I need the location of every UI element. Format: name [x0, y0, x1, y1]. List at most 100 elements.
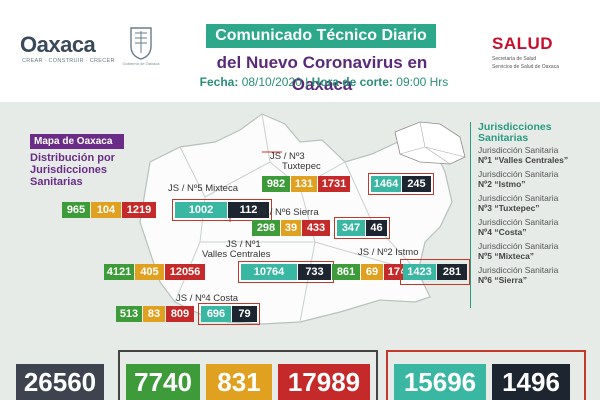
costa-black-value: 79 — [232, 306, 257, 322]
legend-item-4: Jurisdicción Sanitaria Nº4 “Costa” — [478, 217, 596, 237]
total-cases-value: 26560 — [16, 364, 104, 400]
legend-item-6: Jurisdicción Sanitaria Nº6 “Sierra” — [478, 265, 596, 285]
legend-bracket — [470, 122, 474, 308]
mixteca-yellow-value: 104 — [91, 202, 121, 218]
totals-frame-active — [386, 350, 586, 400]
legend-item-6-number: Nº6 — [478, 274, 492, 285]
cutoff-value: 09:00 Hrs — [396, 75, 449, 89]
mixteca-red-value: 1219 — [122, 202, 156, 218]
oaxaca-logo: Oaxaca CREAR · CONSTRUIR · CRECER — [20, 30, 120, 70]
valles-black-value: 733 — [298, 264, 331, 280]
tuxtepec-green-value: 982 — [262, 176, 290, 192]
costa-frame — [198, 303, 260, 325]
costa-green-value: 513 — [116, 306, 142, 322]
valles-red-value: 12056 — [165, 264, 205, 280]
salud-logo: SALUD Secretaría de Salud Servicios de S… — [492, 34, 582, 74]
map-subtitle-line-3: Sanitarias — [30, 176, 83, 188]
valles-green-value: 4121 — [104, 264, 134, 280]
salud-sub-2: Servicios de Salud de Oaxaca — [492, 64, 559, 70]
district-istmo-label: JS / Nº2 Istmo — [358, 247, 419, 258]
map-title: Mapa de Oaxaca — [30, 134, 124, 149]
legend-item-2-prefix: Jurisdicción Sanitaria — [478, 169, 559, 179]
legend-item-6-name: “Sierra” — [494, 274, 527, 285]
tuxtepec-black-value: 245 — [402, 176, 431, 192]
salud-text: SALUD — [492, 34, 554, 53]
salud-sub-1: Secretaría de Salud — [492, 56, 537, 62]
legend-item-3-name: “Tuxtepec” — [494, 202, 540, 213]
valles-teal-value: 10764 — [241, 264, 297, 280]
sierra-green-value: 298 — [252, 220, 280, 236]
district-mixteca-label: JS / Nº5 Mixteca — [168, 183, 238, 194]
sierra-teal-value: 347 — [337, 220, 365, 236]
istmo-teal-value: 1423 — [403, 264, 436, 280]
tuxtepec-teal-value: 1464 — [371, 176, 401, 192]
sierra-frame — [334, 217, 390, 239]
tuxtepec-yellow-value: 131 — [291, 176, 317, 192]
costa-teal-value: 696 — [201, 306, 231, 322]
sierra-yellow-value: 39 — [281, 220, 301, 236]
istmo-black-value: 281 — [437, 264, 467, 280]
legend-item-2-number: Nº2 — [478, 178, 492, 189]
totals-frame-main — [118, 350, 378, 400]
logo-tagline: CREAR · CONSTRUIR · CRECER — [22, 58, 115, 64]
date-label: Fecha: — [199, 75, 239, 89]
legend-item-2-name: “Istmo” — [494, 178, 526, 189]
district-valles-label: JS / Nº1 Valles Centrales — [186, 240, 270, 260]
legend-item-5: Jurisdicción Sanitaria Nº5 “Mixteca” — [478, 241, 596, 261]
logo-text: Oaxaca — [20, 32, 96, 57]
total-yellow-value: 831 — [206, 364, 272, 400]
valles-yellow-value: 405 — [135, 264, 164, 280]
total-teal-value: 15696 — [394, 364, 486, 400]
legend-item-2: Jurisdicción Sanitaria Nº2 “Istmo” — [478, 169, 596, 189]
legend-item-1-prefix: Jurisdicción Sanitaria — [478, 145, 559, 155]
legend-item-6-prefix: Jurisdicción Sanitaria — [478, 265, 559, 275]
district-sierra-label: JS / Nº6 Sierra — [256, 207, 319, 218]
legend-item-5-number: Nº5 — [478, 250, 492, 261]
mixteca-black-value: 112 — [228, 202, 269, 218]
date-separator: | — [305, 75, 309, 89]
header: Oaxaca CREAR · CONSTRUIR · CRECER Gobier… — [0, 0, 600, 100]
map-subtitle: Distribución por Jurisdicciones Sanitari… — [30, 152, 140, 188]
tuxtepec-frame — [368, 173, 434, 195]
district-valles-code: JS / Nº1 — [226, 239, 261, 250]
mixteca-green-value: 965 — [62, 202, 90, 218]
legend-item-4-prefix: Jurisdicción Sanitaria — [478, 217, 559, 227]
legend-item-3-number: Nº3 — [478, 202, 492, 213]
map-panel: Mapa de Oaxaca Distribución por Jurisdic… — [0, 102, 600, 400]
legend-item-1-number: Nº1 — [478, 154, 492, 165]
total-red-value: 17989 — [278, 364, 370, 400]
costa-yellow-value: 83 — [143, 306, 165, 322]
costa-red-value: 809 — [166, 306, 194, 322]
title-line-1: Comunicado Técnico Diario — [206, 24, 436, 48]
istmo-green-value: 861 — [332, 264, 360, 280]
district-costa-label: JS / Nº4 Costa — [176, 293, 239, 304]
date-line: Fecha: 08/10/2020 | Hora de corte: 09:00… — [196, 75, 452, 89]
date-value: 08/10/2020 — [241, 75, 302, 89]
legend-item-1-name: “Valles Centrales” — [494, 154, 569, 165]
seal-caption: Gobierno de Oaxaca — [122, 61, 160, 66]
cutoff-label: Hora de corte: — [311, 75, 393, 89]
legend-title-line-1: Jurisdicciones — [478, 121, 552, 133]
total-green-value: 7740 — [126, 364, 200, 400]
legend-title: Jurisdicciones Sanitarias — [478, 122, 552, 144]
title-line-2: del Nuevo Coronavirus en Oaxaca — [216, 53, 428, 94]
map-subtitle-line-2: Jurisdicciones — [30, 164, 108, 176]
district-valles-name: Valles Centrales — [202, 249, 271, 260]
district-tuxtepec-name: Tuxtepec — [282, 161, 321, 172]
mixteca-teal-value: 1002 — [175, 202, 227, 218]
legend-item-3-prefix: Jurisdicción Sanitaria — [478, 193, 559, 203]
state-seal-icon — [130, 27, 152, 60]
total-black-value: 1496 — [492, 364, 570, 400]
legend-item-3: Jurisdicción Sanitaria Nº3 “Tuxtepec” — [478, 193, 596, 213]
legend-item-4-number: Nº4 — [478, 226, 492, 237]
tuxtepec-red-value: 1731 — [318, 176, 350, 192]
istmo-frame — [400, 259, 470, 285]
sierra-red-value: 433 — [302, 220, 330, 236]
district-tuxtepec-label: JS / Nº3 Tuxtepec — [270, 152, 321, 172]
sierra-black-value: 46 — [366, 220, 387, 236]
istmo-yellow-value: 69 — [361, 264, 383, 280]
legend-title-line-2: Sanitarias — [478, 132, 529, 144]
district-tuxtepec-code: JS / Nº3 — [270, 151, 305, 162]
legend-item-5-prefix: Jurisdicción Sanitaria — [478, 241, 559, 251]
map-subtitle-line-1: Distribución por — [30, 152, 115, 164]
